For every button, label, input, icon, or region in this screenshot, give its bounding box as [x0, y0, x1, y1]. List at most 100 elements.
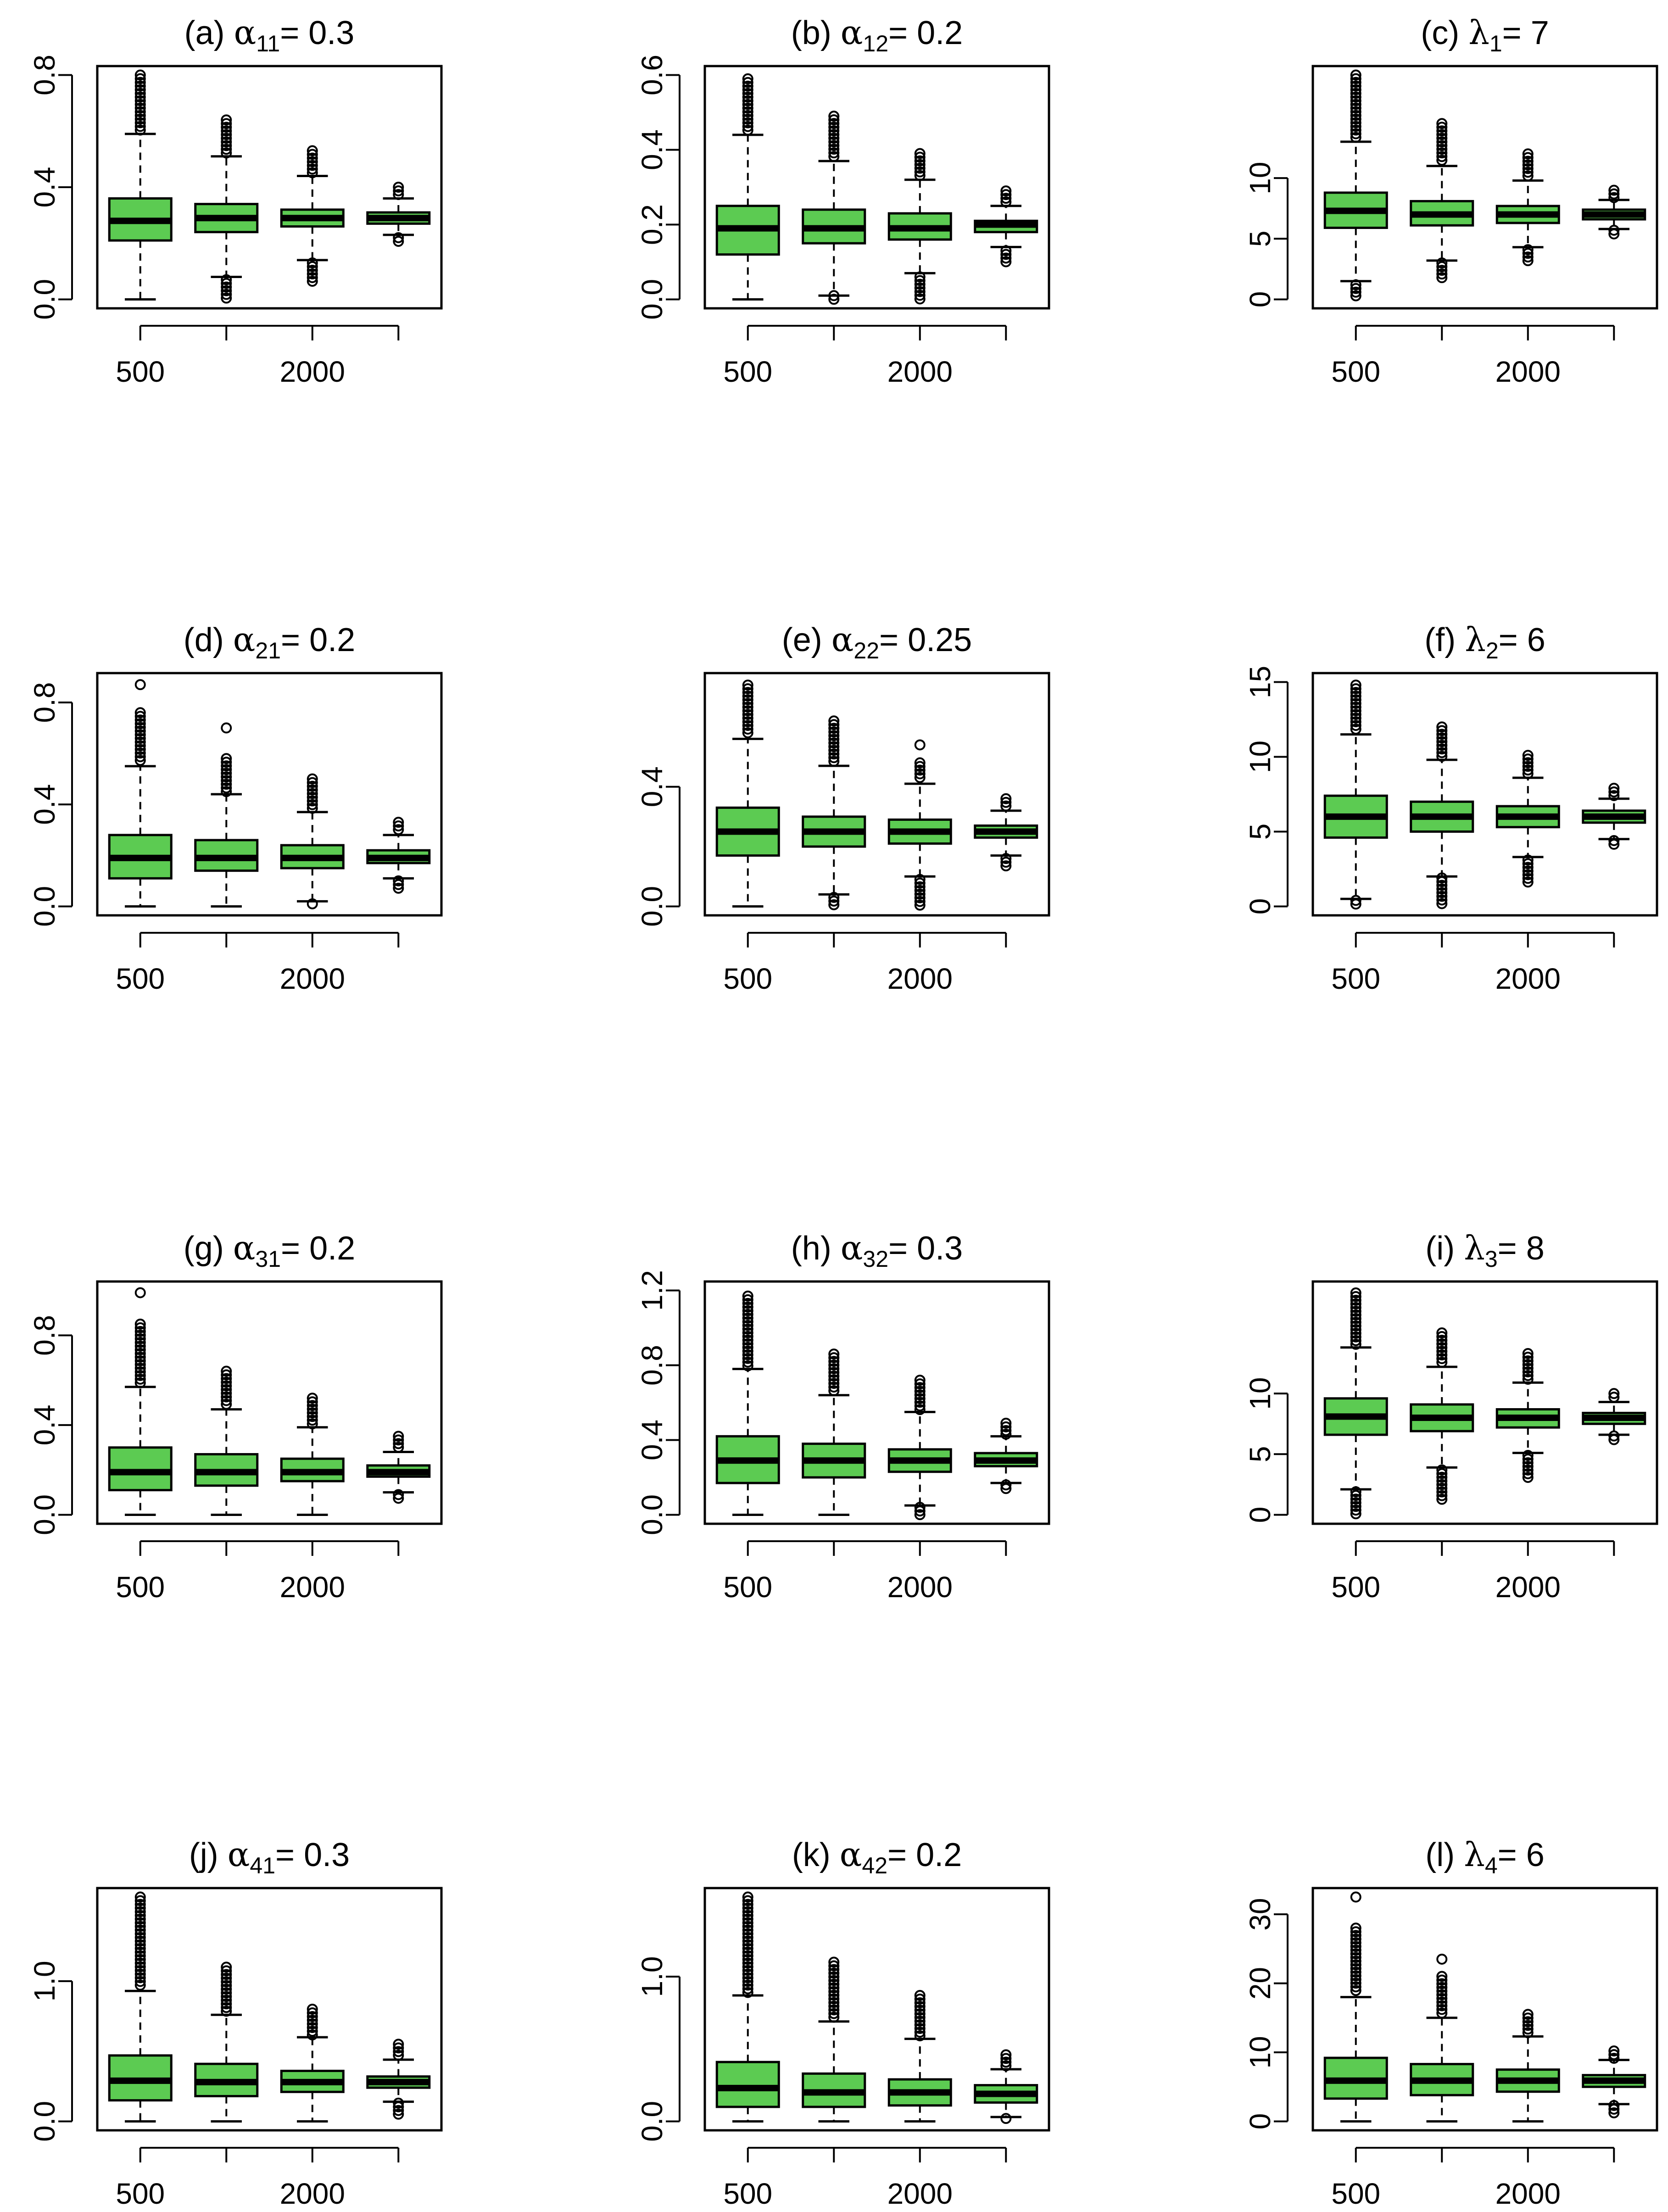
y-tick-label: 0.4	[636, 1420, 669, 1460]
outlier	[828, 1356, 840, 1367]
outlier	[1350, 1324, 1361, 1335]
outlier	[221, 775, 232, 786]
outlier	[914, 2008, 926, 2020]
y-tick-label: 10	[1244, 2036, 1277, 2068]
outlier	[134, 1362, 146, 1374]
outlier	[1436, 1353, 1448, 1365]
outlier	[221, 133, 232, 144]
outlier	[742, 1954, 753, 1965]
outlier	[1436, 1982, 1448, 1993]
param-subscript: 2	[1486, 638, 1499, 663]
outlier	[1436, 2000, 1448, 2011]
outlier	[742, 91, 753, 103]
outlier	[742, 709, 753, 720]
panel-label: (g)	[184, 1230, 233, 1267]
outlier	[914, 2012, 926, 2023]
outlier	[828, 715, 840, 727]
outlier	[134, 1899, 146, 1910]
outlier	[1350, 1504, 1361, 1516]
outlier	[742, 1327, 753, 1338]
param-subscript: 22	[854, 638, 879, 663]
y-tick-label: 1.0	[636, 1956, 669, 1997]
box-1	[715, 1290, 780, 1516]
box-1	[1323, 1287, 1388, 1520]
box-2	[1410, 721, 1474, 909]
panel-i: (i) λ3= 8 0 5 10 500 2000	[1244, 1229, 1658, 1604]
outlier	[742, 1320, 753, 1331]
outlier	[1436, 740, 1448, 751]
x-tick-label: 2000	[1495, 355, 1561, 388]
outlier	[221, 1380, 232, 1392]
y-tick-label: 5	[1244, 231, 1277, 247]
outlier	[742, 84, 753, 95]
outlier	[1000, 1421, 1012, 1432]
outlier	[134, 1322, 146, 1333]
outlier	[742, 1331, 753, 1342]
outlier	[1436, 1335, 1448, 1346]
outlier	[1350, 698, 1361, 709]
outlier	[1522, 1468, 1534, 1479]
plot-frame	[1311, 1280, 1658, 1525]
outlier	[1350, 283, 1361, 294]
outlier	[1522, 255, 1534, 267]
outlier	[828, 752, 840, 763]
panel-g: (g) α31= 0.2 0.0 0.4 0.8 500 2000	[28, 1229, 443, 1604]
y-tick-label: 0.0	[28, 2101, 61, 2142]
box-2	[1410, 1327, 1474, 1505]
y-tick-label: 10	[1244, 741, 1277, 773]
outlier	[1436, 1490, 1448, 1501]
outlier	[742, 1353, 753, 1364]
outlier	[1522, 858, 1534, 869]
box-1	[715, 680, 780, 908]
outlier	[1522, 869, 1534, 880]
outlier	[134, 88, 146, 99]
outlier	[828, 1964, 840, 1975]
panel-d: (d) α21= 0.2 0.0 0.4 0.8 500 2000	[28, 620, 443, 995]
outlier	[1522, 1366, 1534, 1377]
outlier	[1436, 894, 1448, 906]
outlier	[1436, 1486, 1448, 1498]
outlier	[221, 1969, 232, 1980]
outlier	[221, 289, 232, 300]
outlier	[742, 702, 753, 713]
outlier	[1350, 1309, 1361, 1321]
outlier	[1350, 1294, 1361, 1306]
outlier	[1350, 1287, 1361, 1298]
outlier	[221, 1365, 232, 1377]
y-tick-label: 0.8	[28, 682, 61, 723]
outlier	[1350, 702, 1361, 713]
outlier	[1608, 2045, 1620, 2057]
panel-b: (b) α12= 0.2 0.0 0.2 0.4 0.6 500 2000	[636, 13, 1050, 388]
panel-title: (k) α42= 0.2	[792, 1835, 962, 1878]
outlier	[393, 2042, 404, 2054]
param-symbol: λ	[1465, 620, 1486, 659]
y-tick-label: 10	[1244, 1377, 1277, 1410]
outlier	[221, 278, 232, 289]
outlier	[1350, 102, 1361, 114]
panel-title: (h) α32= 0.3	[791, 1229, 963, 1272]
outlier	[914, 159, 926, 170]
box-1	[1323, 680, 1388, 910]
outlier	[134, 1972, 146, 1984]
outlier	[134, 1370, 146, 1381]
outlier	[221, 1987, 232, 1999]
outlier	[1436, 125, 1448, 137]
outlier	[1350, 1891, 1361, 1903]
outlier	[828, 136, 840, 148]
plot-frame	[1311, 65, 1658, 310]
plot-frame	[1311, 672, 1658, 917]
outlier	[1522, 2012, 1534, 2024]
outlier	[1436, 880, 1448, 891]
outlier	[828, 741, 840, 752]
outlier	[134, 1976, 146, 1987]
outlier	[1436, 1989, 1448, 2000]
outlier	[742, 1928, 753, 1939]
outlier	[828, 140, 840, 151]
outlier	[742, 680, 753, 691]
panel-k: (k) α42= 0.2 0.0 1.0 500 2000	[636, 1835, 1050, 2210]
outlier	[393, 2097, 404, 2109]
outlier	[742, 1924, 753, 1936]
outlier	[742, 1290, 753, 1302]
outlier	[742, 95, 753, 106]
outlier	[742, 698, 753, 709]
